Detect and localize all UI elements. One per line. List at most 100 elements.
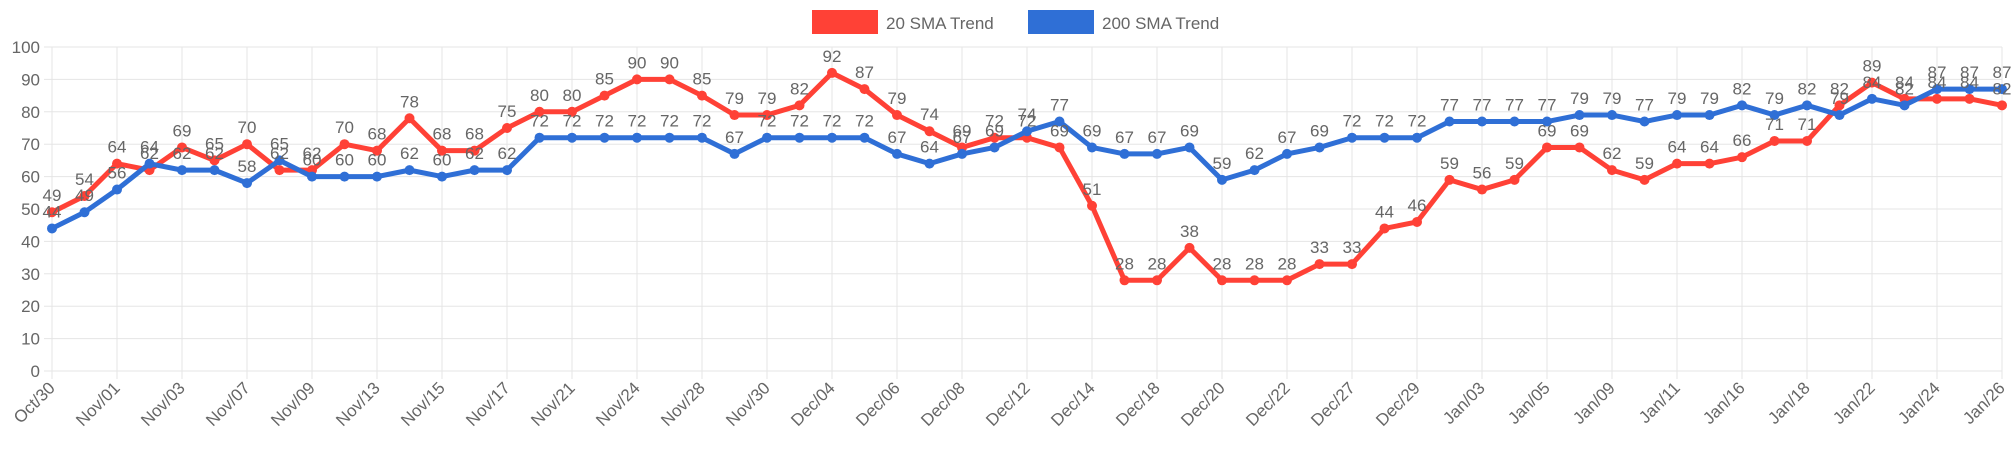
data-point[interactable]: [437, 145, 447, 156]
data-point[interactable]: [989, 132, 1000, 143]
data-point[interactable]: [469, 145, 480, 156]
data-point[interactable]: [1672, 110, 1682, 121]
data-point[interactable]: [794, 100, 805, 111]
data-point[interactable]: [924, 158, 935, 169]
data-point[interactable]: [697, 90, 707, 101]
data-point[interactable]: [1964, 84, 1975, 95]
data-point[interactable]: [1314, 259, 1325, 270]
data-point[interactable]: [599, 90, 610, 101]
data-point[interactable]: [1477, 116, 1487, 127]
data-point[interactable]: [632, 74, 642, 85]
data-point[interactable]: [469, 165, 480, 176]
data-point[interactable]: [112, 184, 122, 195]
data-point[interactable]: [1672, 158, 1682, 169]
data-point[interactable]: [1347, 259, 1357, 270]
data-point[interactable]: [339, 171, 350, 182]
data-point[interactable]: [534, 106, 545, 117]
data-point[interactable]: [1802, 135, 1812, 146]
data-point[interactable]: [274, 155, 285, 166]
data-point[interactable]: [1769, 135, 1780, 146]
data-point[interactable]: [1119, 275, 1130, 286]
data-point[interactable]: [892, 110, 902, 121]
data-point[interactable]: [1444, 174, 1455, 185]
data-point[interactable]: [1379, 223, 1390, 234]
data-point[interactable]: [177, 165, 187, 176]
data-point[interactable]: [859, 84, 870, 95]
data-point[interactable]: [242, 139, 252, 150]
data-point[interactable]: [1997, 100, 2007, 111]
data-point[interactable]: [827, 67, 837, 78]
data-point[interactable]: [1542, 142, 1552, 153]
data-point[interactable]: [47, 207, 57, 218]
data-point[interactable]: [112, 158, 122, 169]
legend-swatch[interactable]: [1028, 10, 1094, 34]
data-point[interactable]: [1217, 174, 1227, 185]
data-point[interactable]: [729, 110, 740, 121]
data-point[interactable]: [1607, 110, 1617, 121]
data-point[interactable]: [794, 132, 805, 143]
data-point[interactable]: [79, 191, 90, 202]
data-point[interactable]: [1639, 174, 1650, 185]
data-point[interactable]: [502, 165, 512, 176]
data-point[interactable]: [372, 145, 382, 156]
data-point[interactable]: [1249, 275, 1260, 286]
data-point[interactable]: [567, 106, 577, 117]
data-point[interactable]: [502, 123, 512, 133]
data-point[interactable]: [1314, 142, 1325, 153]
data-point[interactable]: [1249, 165, 1260, 176]
data-point[interactable]: [1932, 93, 1942, 104]
data-point[interactable]: [632, 132, 642, 143]
data-point[interactable]: [664, 74, 675, 85]
data-point[interactable]: [1997, 84, 2007, 95]
data-point[interactable]: [274, 165, 285, 176]
data-point[interactable]: [1282, 148, 1292, 159]
data-point[interactable]: [1087, 200, 1097, 211]
data-point[interactable]: [1412, 132, 1422, 143]
data-point[interactable]: [1119, 148, 1130, 159]
data-point[interactable]: [79, 207, 90, 218]
data-point[interactable]: [177, 142, 187, 153]
data-point[interactable]: [534, 132, 545, 143]
data-point[interactable]: [827, 132, 837, 143]
legend-label[interactable]: 200 SMA Trend: [1102, 14, 1219, 33]
data-point[interactable]: [762, 132, 772, 143]
data-point[interactable]: [1932, 84, 1942, 95]
data-point[interactable]: [1574, 142, 1585, 153]
data-point[interactable]: [1542, 116, 1552, 127]
data-point[interactable]: [1867, 77, 1877, 88]
data-point[interactable]: [1152, 275, 1162, 286]
data-point[interactable]: [957, 148, 967, 159]
data-point[interactable]: [1477, 184, 1487, 195]
data-point[interactable]: [1184, 242, 1195, 253]
data-point[interactable]: [1509, 116, 1520, 127]
data-point[interactable]: [47, 223, 57, 234]
data-point[interactable]: [307, 171, 317, 182]
data-point[interactable]: [1704, 110, 1715, 121]
data-point[interactable]: [762, 110, 772, 121]
data-point[interactable]: [1509, 174, 1520, 185]
data-point[interactable]: [1964, 93, 1975, 104]
data-point[interactable]: [209, 155, 220, 166]
data-point[interactable]: [1347, 132, 1357, 143]
data-point[interactable]: [242, 178, 252, 189]
data-point[interactable]: [599, 132, 610, 143]
data-point[interactable]: [404, 165, 415, 176]
data-point[interactable]: [1834, 110, 1845, 121]
data-point[interactable]: [1737, 152, 1747, 163]
data-point[interactable]: [404, 113, 415, 124]
data-point[interactable]: [1282, 275, 1292, 286]
data-point[interactable]: [1802, 100, 1812, 111]
data-point[interactable]: [1769, 110, 1780, 121]
data-point[interactable]: [697, 132, 707, 143]
data-point[interactable]: [1867, 93, 1877, 104]
data-point[interactable]: [1087, 142, 1097, 153]
data-point[interactable]: [729, 148, 740, 159]
data-point[interactable]: [1054, 116, 1065, 127]
data-point[interactable]: [1022, 126, 1032, 137]
data-point[interactable]: [1217, 275, 1227, 286]
data-point[interactable]: [372, 171, 382, 182]
data-point[interactable]: [1574, 110, 1585, 121]
data-point[interactable]: [1412, 216, 1422, 227]
data-point[interactable]: [1834, 100, 1845, 111]
data-point[interactable]: [1899, 100, 1910, 111]
